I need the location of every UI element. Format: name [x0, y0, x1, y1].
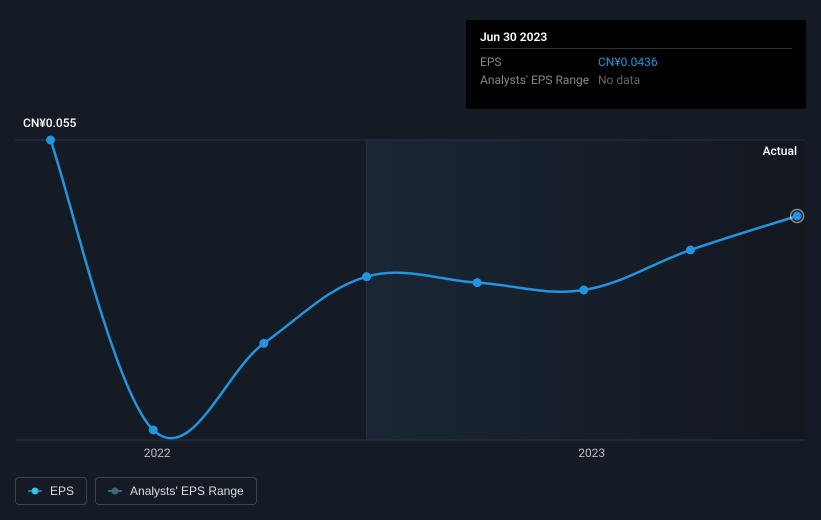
chart-tooltip: Jun 30 2023 EPS CN¥0.0436 Analysts' EPS …: [466, 20, 806, 109]
legend-item-analysts-range[interactable]: Analysts' EPS Range: [95, 477, 257, 505]
actual-region-label: Actual: [763, 144, 797, 158]
x-tick-2023: 2023: [578, 446, 605, 460]
x-tick-2022: 2022: [144, 446, 171, 460]
tooltip-row-label: EPS: [480, 55, 598, 69]
tooltip-row: Analysts' EPS Range No data: [480, 71, 792, 89]
legend-label: Analysts' EPS Range: [130, 484, 244, 498]
tooltip-date: Jun 30 2023: [480, 30, 792, 49]
tooltip-row-label: Analysts' EPS Range: [480, 73, 598, 87]
eps-chart[interactable]: CN¥0.055 CN¥0.01 Actual 2022 2023: [15, 120, 805, 460]
y-axis-label-top: CN¥0.055: [23, 116, 76, 130]
legend-item-eps[interactable]: EPS: [15, 477, 87, 505]
legend-swatch-icon: [108, 487, 122, 495]
chart-svg: [15, 140, 805, 440]
legend-swatch-icon: [28, 487, 42, 495]
tooltip-row: EPS CN¥0.0436: [480, 53, 792, 71]
legend-label: EPS: [50, 484, 74, 498]
legend: EPS Analysts' EPS Range: [15, 477, 257, 505]
tooltip-row-value: CN¥0.0436: [598, 55, 658, 69]
x-axis: 2022 2023: [15, 440, 805, 460]
tooltip-row-value: No data: [598, 73, 640, 87]
plot-area: Actual: [15, 140, 805, 440]
